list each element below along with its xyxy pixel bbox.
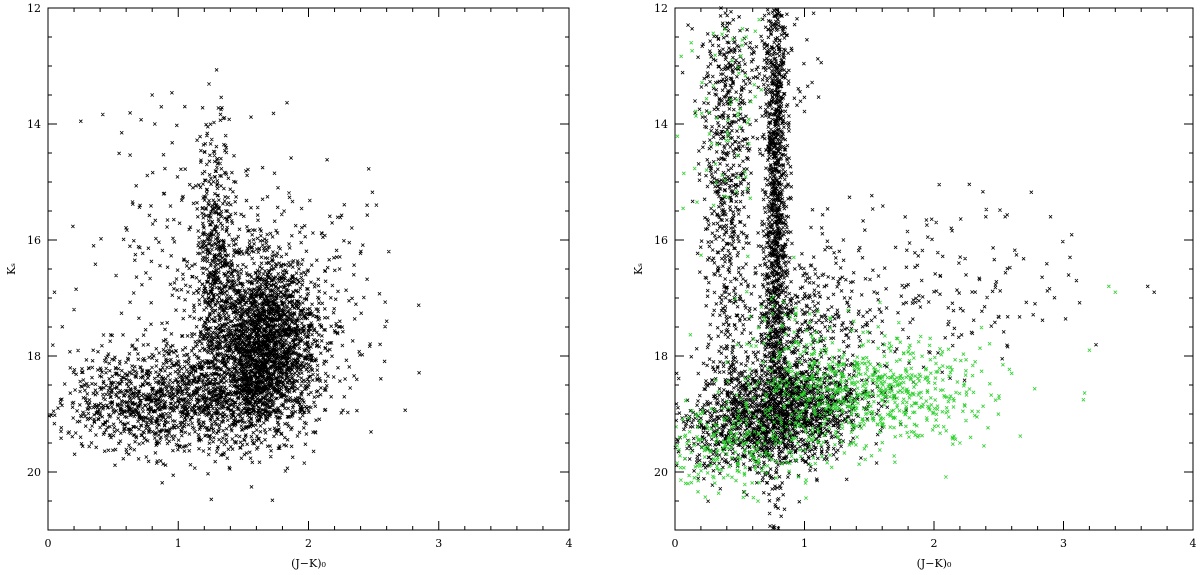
x-tick-label: 3 [435, 537, 442, 550]
x-tick-label: 2 [931, 537, 938, 550]
y-tick-label: 14 [654, 118, 668, 131]
y-tick-label: 14 [27, 118, 41, 131]
scatter-points [47, 68, 421, 503]
series-0-markers [673, 6, 1157, 531]
x-tick-label: 4 [566, 537, 573, 550]
series-1-points [674, 17, 1118, 503]
x-axis-label: (J−K)₀ [917, 557, 952, 570]
x-tick-label: 3 [1060, 537, 1067, 550]
x-tick-label: 2 [305, 537, 312, 550]
x-tick-label: 4 [1190, 537, 1197, 550]
x-tick-label: 1 [175, 537, 182, 550]
y-axis-label: Kₛ [632, 263, 645, 275]
y-tick-label: 20 [654, 466, 668, 479]
y-tick-label: 18 [27, 350, 41, 363]
series-0-markers [47, 68, 421, 503]
y-tick-label: 20 [27, 466, 41, 479]
y-tick-label: 12 [654, 2, 668, 15]
axis-ticks [47, 7, 570, 531]
y-tick-label: 16 [654, 234, 668, 247]
y-tick-label: 18 [654, 350, 668, 363]
series-1-markers [674, 17, 1118, 503]
x-tick-label: 1 [801, 537, 808, 550]
y-tick-label: 16 [27, 234, 41, 247]
y-tick-label: 12 [27, 2, 41, 15]
y-axis-label: Kₛ [5, 263, 18, 275]
series-0-points [47, 68, 421, 503]
series-0-points [673, 6, 1157, 531]
axis-ticks [674, 7, 1194, 531]
x-axis-label: (J−K)₀ [291, 557, 326, 570]
x-tick-label: 0 [672, 537, 679, 550]
x-tick-label: 0 [45, 537, 52, 550]
scatter-points [673, 6, 1157, 531]
